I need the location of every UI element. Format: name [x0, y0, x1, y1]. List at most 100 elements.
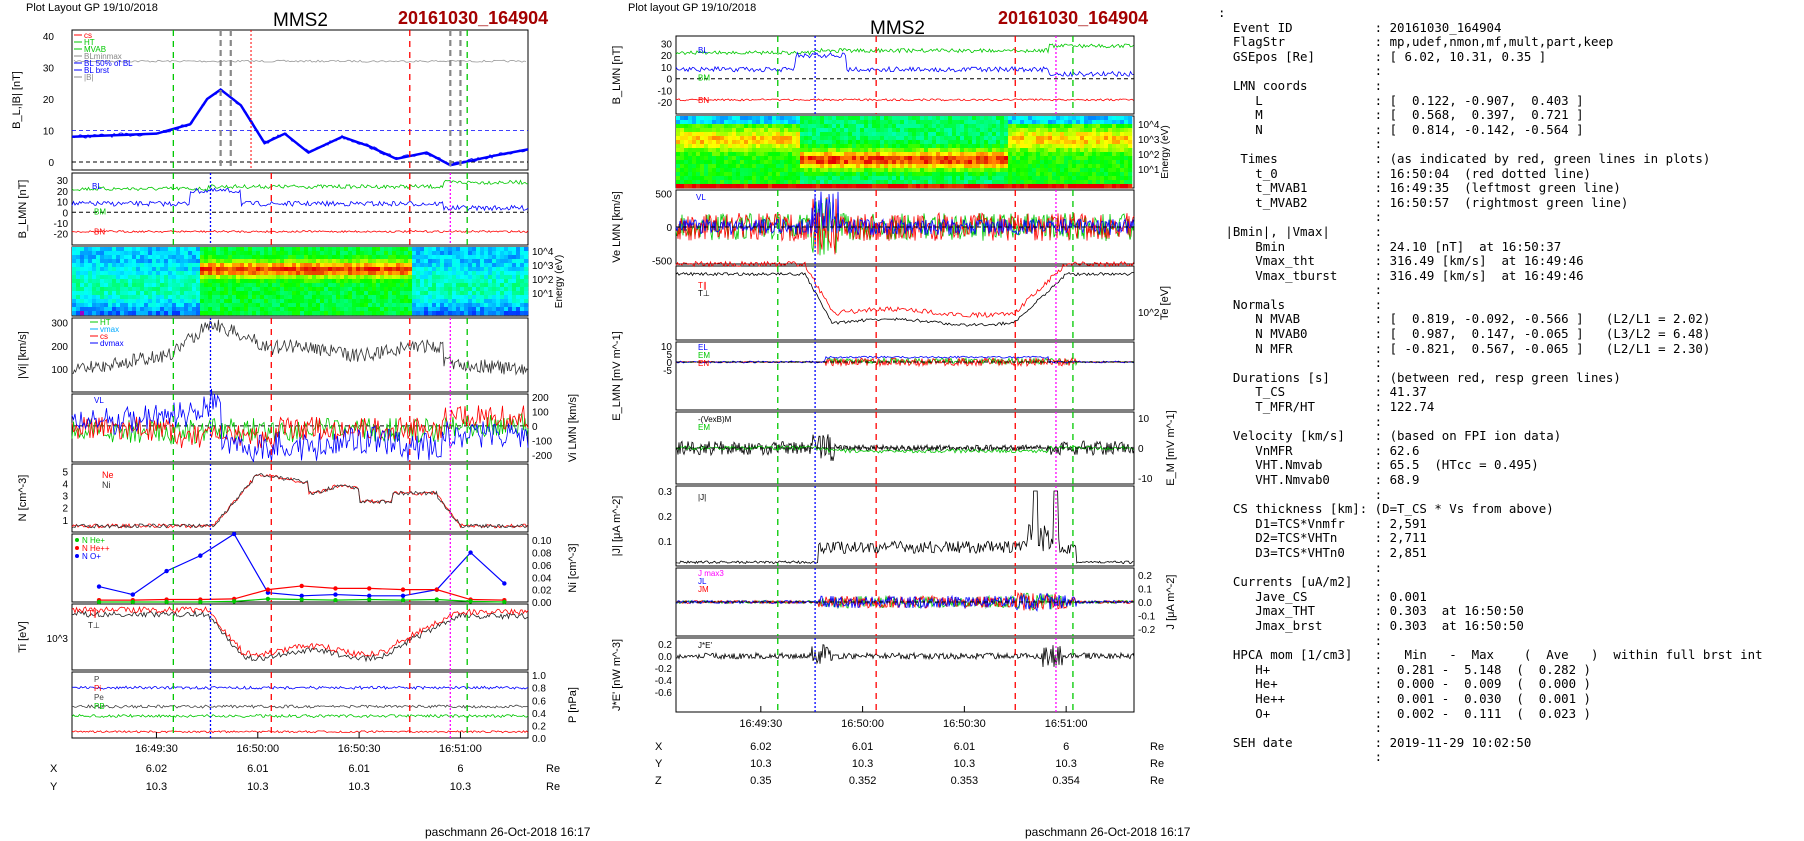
vilmn-tick: -100 [532, 436, 552, 447]
spectrogram-cell [1020, 152, 1025, 157]
spectrogram-cell [776, 136, 781, 141]
spectrogram-cell [684, 144, 689, 149]
spectrogram-cell [716, 140, 721, 145]
spectrogram-cell [140, 303, 145, 308]
spectrogram-cell [360, 295, 365, 300]
spectrogram-cell [1112, 176, 1117, 181]
spectrogram-cell [108, 299, 113, 304]
spectrogram-cell [776, 124, 781, 129]
ve-tick: 500 [655, 189, 672, 200]
spectrogram-cell [324, 247, 329, 252]
spectrogram-cell [908, 172, 913, 177]
spectrogram-cell [1032, 156, 1037, 161]
spectrogram-cell [484, 303, 489, 308]
spectrogram-cell [356, 263, 361, 268]
spectrogram-cell [484, 247, 489, 252]
spectrogram-cell [344, 283, 349, 288]
spectrogram-cell [780, 164, 785, 169]
spectrogram-cell [184, 283, 189, 288]
spectrogram-cell [852, 140, 857, 145]
spectrogram-cell [1004, 140, 1009, 145]
heavy-ion-point [468, 550, 473, 555]
spectrogram-cell [108, 311, 113, 316]
spectrogram-cell [292, 259, 297, 264]
spectrogram-cell [852, 144, 857, 149]
spectrogram-cell [216, 283, 221, 288]
spectrogram-cell [160, 251, 165, 256]
spectrogram-cell [1060, 156, 1065, 161]
spectrogram-cell [768, 140, 773, 145]
spectrogram-cell [1048, 124, 1053, 129]
spectrogram-cell [680, 176, 685, 181]
spectrogram-cell [132, 291, 137, 296]
spectrogram-cell [1052, 128, 1057, 133]
spectrogram-cell [124, 247, 129, 252]
spectrogram-cell [488, 291, 493, 296]
spectrogram-cell [1080, 120, 1085, 125]
pos-value: 10.3 [348, 781, 369, 793]
spectrogram-cell [832, 184, 837, 189]
spectrogram-cell [172, 291, 177, 296]
spectrogram-cell [720, 140, 725, 145]
spectrogram-cell [396, 287, 401, 292]
spectrogram-cell [976, 116, 981, 121]
spectrogram-cell [328, 263, 333, 268]
spectrogram-cell [1128, 132, 1133, 137]
spectrogram-cell [872, 184, 877, 189]
spectrogram-cell [500, 263, 505, 268]
spectrogram-cell [336, 291, 341, 296]
spectrogram-cell [144, 275, 149, 280]
spectrogram-cell [692, 164, 697, 169]
spectrogram-cell [784, 116, 789, 121]
spectrogram-cell [1092, 164, 1097, 169]
energy-tick: 10^1 [532, 289, 554, 300]
legend-label: VL [696, 193, 706, 202]
pos-row-label: Y [50, 781, 58, 793]
spectrogram-cell [92, 311, 97, 316]
spectrogram-cell [716, 156, 721, 161]
spectrogram-cell [136, 291, 141, 296]
spectrogram-cell [220, 279, 225, 284]
y-axis-label: Vi LMN [km/s] [567, 394, 579, 462]
spectrogram-cell [252, 251, 257, 256]
spectrogram-cell [312, 299, 317, 304]
spectrogram-cell [88, 263, 93, 268]
spectrogram-cell [140, 307, 145, 312]
spectrogram-cell [908, 160, 913, 165]
spectrogram-cell [828, 168, 833, 173]
spectrogram-cell [248, 279, 253, 284]
spectrogram-cell [880, 144, 885, 149]
spectrogram-cell [316, 283, 321, 288]
spectrogram-cell [384, 267, 389, 272]
spectrogram-cell [376, 311, 381, 316]
spectrogram-cell [152, 275, 157, 280]
spectrogram-cell [1008, 156, 1013, 161]
vilmn-tick: 100 [532, 407, 549, 418]
spectrogram-cell [484, 295, 489, 300]
spectrogram-cell [428, 295, 433, 300]
spectrogram-cell [804, 176, 809, 181]
spectrogram-cell [980, 152, 985, 157]
spectrogram-cell [988, 124, 993, 129]
spectrogram-cell [408, 303, 413, 308]
b-magnitude-trace [73, 59, 527, 63]
spectrogram-cell [852, 120, 857, 125]
spectrogram-cell [1036, 180, 1041, 185]
spectrogram-cell [500, 299, 505, 304]
spectrogram-cell [972, 124, 977, 129]
spectrogram-cell [736, 140, 741, 145]
spectrogram-cell [900, 144, 905, 149]
spectrogram-cell [104, 259, 109, 264]
spectrogram-cell [440, 255, 445, 260]
spectrogram-cell [956, 172, 961, 177]
spectrogram-cell [832, 172, 837, 177]
spectrogram-cell [304, 291, 309, 296]
spectrogram-cell [352, 291, 357, 296]
spectrogram-cell [380, 311, 385, 316]
spectrogram-cell [280, 267, 285, 272]
spectrogram-cell [340, 271, 345, 276]
spectrogram-cell [1040, 180, 1045, 185]
spectrogram-cell [152, 287, 157, 292]
spectrogram-cell [120, 299, 125, 304]
spectrogram-cell [1052, 176, 1057, 181]
